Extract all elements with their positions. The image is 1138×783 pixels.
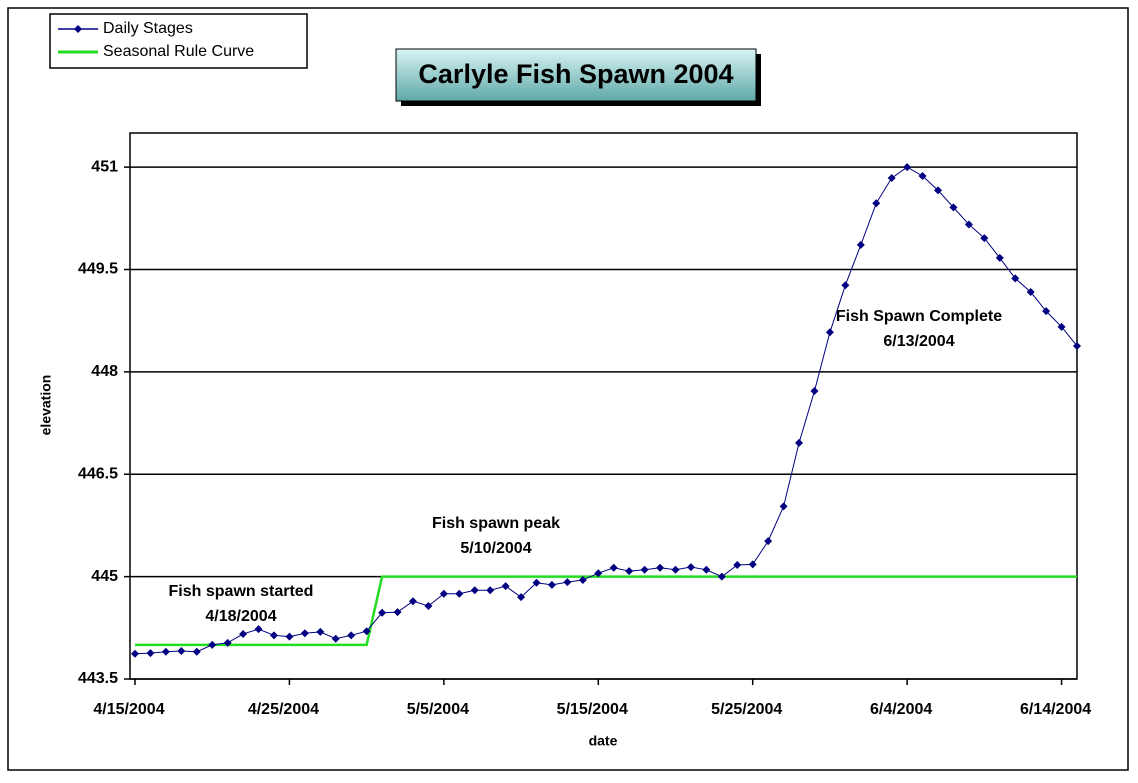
data-point [362, 627, 371, 636]
annotation: Fish spawn started 4/18/2004 [169, 583, 314, 625]
data-point [223, 638, 232, 647]
data-point [949, 203, 958, 212]
data-point [717, 572, 726, 581]
x-tick-label: 4/25/2004 [248, 701, 319, 718]
annotation-text: Fish Spawn Complete [836, 308, 1002, 325]
data-point [470, 586, 479, 595]
data-point [1042, 307, 1051, 316]
y-axis-label: elevation [38, 375, 54, 436]
data-point [161, 647, 170, 656]
data-point [408, 597, 417, 606]
x-tick-label: 6/4/2004 [870, 701, 932, 718]
data-point [285, 632, 294, 641]
chart-title: Carlyle Fish Spawn 2004 [418, 59, 733, 89]
data-point [239, 629, 248, 638]
data-point [872, 199, 881, 208]
annotation-text: Fish spawn started [169, 583, 314, 600]
data-point [841, 281, 850, 290]
y-tick-label: 443.5 [78, 670, 118, 687]
x-axis-label: date [589, 733, 618, 749]
x-tick-label: 4/15/2004 [93, 701, 164, 718]
data-point [455, 589, 464, 598]
x-tick-label: 5/15/2004 [557, 701, 628, 718]
data-point [378, 608, 387, 617]
data-point [517, 593, 526, 602]
legend-label: Seasonal Rule Curve [103, 43, 254, 60]
y-tick-label: 448 [91, 363, 118, 380]
data-point [779, 502, 788, 511]
data-point [887, 174, 896, 183]
data-point [856, 240, 865, 249]
data-point [609, 563, 618, 572]
data-point [594, 569, 603, 578]
data-point [1073, 341, 1081, 350]
data-point [702, 565, 711, 574]
data-point [146, 649, 155, 658]
title-background [395, 48, 757, 102]
legend [49, 13, 308, 69]
data-point [964, 220, 973, 229]
data-point [501, 582, 510, 591]
data-point [903, 163, 912, 172]
data-point [331, 634, 340, 643]
title-box: Carlyle Fish Spawn 2004 [395, 48, 761, 106]
x-tick-label: 6/14/2004 [1020, 701, 1091, 718]
data-point [733, 561, 742, 570]
data-point [269, 631, 278, 640]
data-point [439, 589, 448, 598]
x-tick-label: 5/25/2004 [711, 701, 782, 718]
legend-label: Daily Stages [103, 20, 193, 37]
data-point [671, 565, 680, 574]
legend-item: Daily Stages [58, 20, 193, 37]
y-tick-label: 445 [91, 568, 118, 585]
data-point [795, 438, 804, 447]
data-point [1011, 274, 1020, 283]
data-point [208, 640, 217, 649]
data-point [748, 560, 757, 569]
data-point [810, 386, 819, 395]
annotation-text: 6/13/2004 [883, 333, 954, 350]
data-point [686, 563, 695, 572]
annotation-text: 4/18/2004 [205, 608, 276, 625]
data-point [625, 567, 634, 576]
data-point [918, 171, 927, 180]
plot-area [129, 132, 1078, 680]
data-point [563, 578, 572, 587]
data-point [578, 576, 587, 585]
data-point [547, 580, 556, 589]
y-tick-label: 449.5 [78, 261, 118, 278]
data-point [764, 537, 773, 546]
data-point [177, 647, 186, 656]
series-line [135, 575, 1077, 647]
data-point [532, 578, 541, 587]
data-point [192, 647, 201, 656]
annotation: Fish Spawn Complete 6/13/2004 [836, 308, 1002, 350]
data-point [995, 253, 1004, 262]
x-tick-label: 5/5/2004 [407, 701, 469, 718]
annotation: Fish spawn peak 5/10/2004 [432, 515, 560, 557]
data-point [640, 565, 649, 574]
data-point [1026, 288, 1035, 297]
data-point [486, 586, 495, 595]
data-point [316, 627, 325, 636]
data-point [393, 608, 402, 617]
data-point [980, 234, 989, 243]
data-point [656, 563, 665, 572]
data-point [347, 631, 356, 640]
legend-marker [74, 25, 82, 33]
legend-item: Seasonal Rule Curve [58, 43, 254, 60]
data-point [300, 629, 309, 638]
data-point [825, 328, 834, 337]
data-point [424, 601, 433, 610]
annotation-text: Fish spawn peak [432, 515, 560, 532]
y-tick-label: 451 [91, 158, 118, 175]
data-point [254, 625, 263, 634]
annotation-text: 5/10/2004 [460, 540, 531, 557]
data-point [1057, 322, 1066, 331]
data-point [131, 649, 139, 658]
data-point [934, 186, 943, 195]
y-tick-label: 446.5 [78, 465, 118, 482]
